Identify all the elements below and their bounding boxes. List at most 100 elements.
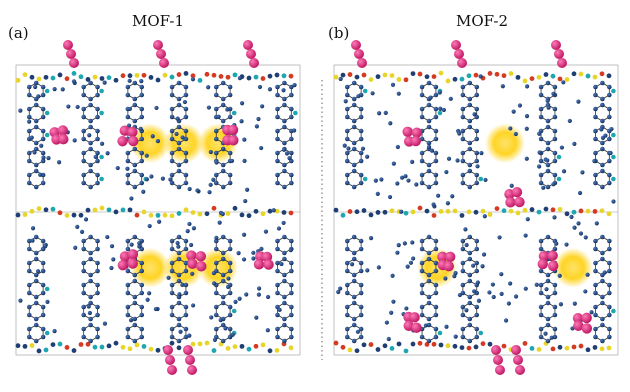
carbon-atom xyxy=(433,290,439,296)
node-atom xyxy=(127,73,133,79)
guest-molecule-atom xyxy=(127,126,138,138)
carbon-atom xyxy=(187,221,192,227)
carbon-atom xyxy=(153,306,158,312)
carbon-atom xyxy=(433,246,439,252)
node-atom xyxy=(473,72,479,78)
carbon-atom xyxy=(396,91,401,96)
carbon-atom xyxy=(95,290,100,296)
carbon-atom xyxy=(358,260,364,266)
linker-ring xyxy=(595,104,610,122)
carbon-atom xyxy=(561,169,567,174)
carbon-atom xyxy=(169,92,175,98)
carbon-atom xyxy=(426,294,432,300)
carbon-atom xyxy=(176,124,182,130)
carbon-atom xyxy=(538,334,544,340)
carbon-atom xyxy=(457,292,462,298)
carbon-atom xyxy=(183,180,189,186)
node-atom xyxy=(480,208,486,214)
carbon-atom xyxy=(580,170,585,175)
carbon-atom xyxy=(351,294,357,300)
carbon-atom xyxy=(460,246,466,252)
carbon-atom xyxy=(169,334,175,340)
nitrogen-atom xyxy=(437,330,443,336)
linker-ring xyxy=(277,258,292,276)
carbon-atom xyxy=(275,312,280,318)
carbon-atom xyxy=(288,248,293,253)
panel-a-letter: (a) xyxy=(8,24,29,42)
carbon-atom xyxy=(227,180,233,186)
carbon-atom xyxy=(552,326,558,332)
carbon-atom xyxy=(600,278,605,284)
carbon-atom xyxy=(589,310,594,315)
node-atom xyxy=(480,341,486,347)
guest-molecule-atom xyxy=(491,345,501,355)
carbon-atom xyxy=(358,114,364,120)
carbon-atom xyxy=(289,84,294,90)
carbon-atom xyxy=(225,284,231,289)
carbon-atom xyxy=(428,95,433,100)
carbon-atom xyxy=(213,304,219,310)
guest-molecule-atom xyxy=(573,320,584,331)
carbon-atom xyxy=(358,158,364,164)
carbon-atom xyxy=(256,286,262,291)
carbon-atom xyxy=(125,304,131,310)
carbon-atom xyxy=(282,294,287,300)
carbon-atom xyxy=(260,104,265,109)
carbon-atom xyxy=(541,185,546,190)
node-atom xyxy=(148,346,154,352)
carbon-atom xyxy=(476,298,482,303)
carbon-atom xyxy=(60,87,65,92)
carbon-atom xyxy=(351,256,357,262)
node-atom xyxy=(550,346,556,352)
node-atom xyxy=(288,210,294,216)
carbon-atom xyxy=(538,114,544,120)
node-atom xyxy=(64,212,70,218)
pore-cavity xyxy=(130,247,170,288)
carbon-atom xyxy=(281,220,286,226)
carbon-atom xyxy=(81,136,86,142)
node-atom xyxy=(253,343,259,349)
carbon-atom xyxy=(213,84,219,90)
carbon-atom xyxy=(125,114,131,120)
nitrogen-atom xyxy=(478,176,484,182)
node-atom xyxy=(169,340,175,346)
carbon-atom xyxy=(95,334,100,340)
carbon-atom xyxy=(349,262,355,267)
carbon-atom xyxy=(500,84,505,89)
carbon-atom xyxy=(284,151,290,156)
guest-molecule-atom xyxy=(228,135,239,146)
carbon-atom xyxy=(338,76,343,82)
carbon-atom xyxy=(399,209,404,214)
carbon-atom xyxy=(429,148,435,153)
carbon-atom xyxy=(95,128,100,134)
carbon-atom xyxy=(593,172,598,178)
carbon-atom xyxy=(129,242,134,247)
carbon-atom xyxy=(214,235,219,241)
guest-molecule-atom xyxy=(411,127,423,138)
carbon-atom xyxy=(33,250,39,256)
carbon-atom xyxy=(545,98,550,103)
carbon-atom xyxy=(467,124,473,130)
carbon-atom xyxy=(187,186,192,192)
guest-molecule-atom xyxy=(557,58,567,68)
carbon-atom xyxy=(408,260,414,265)
panel-a: (a) MOF-1 xyxy=(8,12,301,375)
linker-ring xyxy=(215,170,231,188)
carbon-atom xyxy=(227,114,233,120)
carbon-atom xyxy=(95,268,100,274)
carbon-atom xyxy=(607,106,612,112)
linker-ring xyxy=(171,170,187,188)
carbon-atom xyxy=(32,150,37,155)
carbon-atom xyxy=(33,168,39,174)
carbon-atom xyxy=(474,172,480,178)
nitrogen-atom xyxy=(231,308,237,314)
carbon-atom xyxy=(474,312,480,318)
carbon-atom xyxy=(275,268,280,274)
carbon-atom xyxy=(576,99,581,104)
carbon-atom xyxy=(282,316,287,322)
node-atom xyxy=(267,73,273,79)
node-atom xyxy=(438,70,444,76)
node-atom xyxy=(340,72,346,78)
carbon-atom xyxy=(593,326,598,332)
carbon-atom xyxy=(182,99,188,105)
